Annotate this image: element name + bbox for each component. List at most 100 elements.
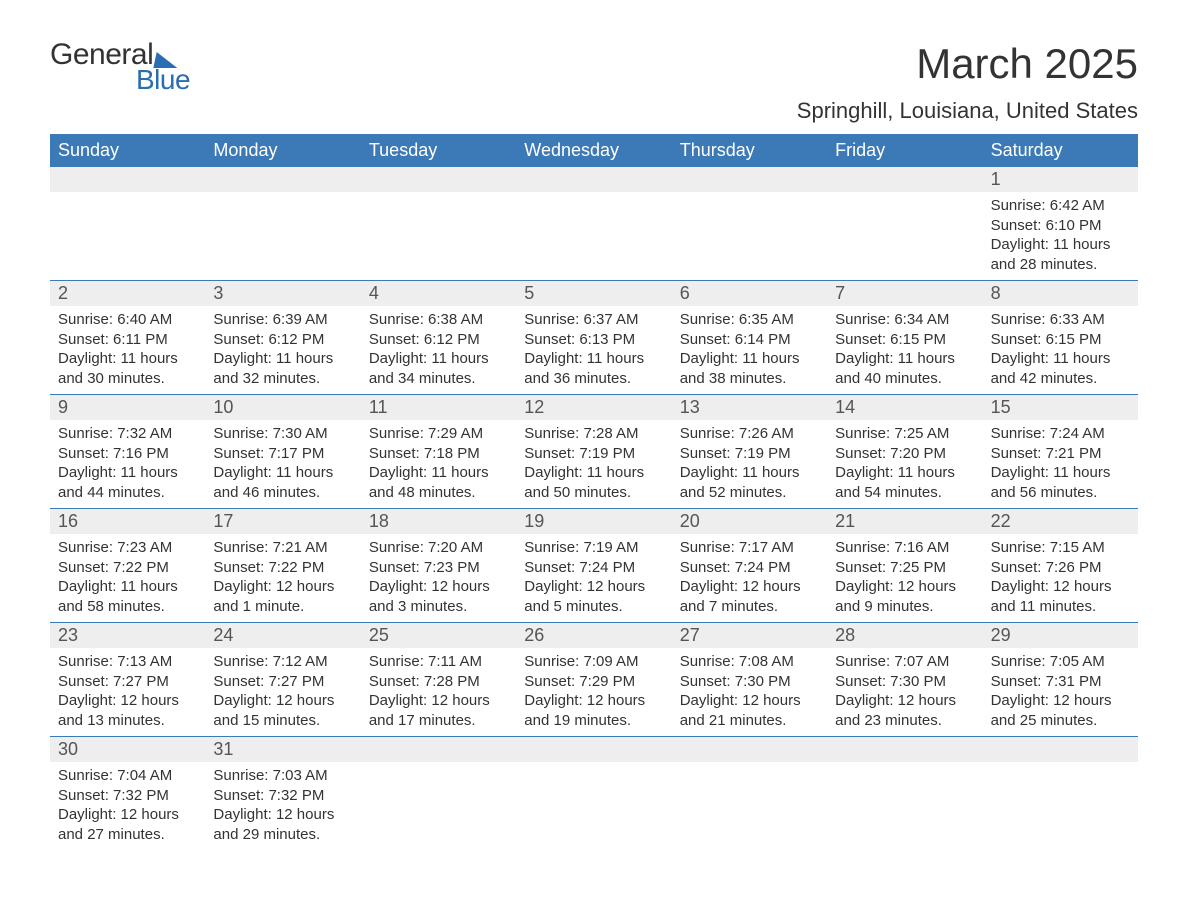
day-cell: Sunrise: 6:37 AMSunset: 6:13 PMDaylight:…: [516, 306, 671, 394]
sunrise-line: Sunrise: 7:32 AM: [58, 424, 197, 444]
day-cell: [516, 762, 671, 850]
sunset-line: Sunset: 6:13 PM: [524, 330, 663, 350]
day-cell: Sunrise: 7:20 AMSunset: 7:23 PMDaylight:…: [361, 534, 516, 622]
day-cell: Sunrise: 7:17 AMSunset: 7:24 PMDaylight:…: [672, 534, 827, 622]
sunset-line: Sunset: 7:19 PM: [680, 444, 819, 464]
daylight-line: Daylight: 11 hours and 52 minutes.: [680, 463, 819, 502]
day-header: Wednesday: [516, 134, 671, 167]
day-number: 17: [205, 509, 360, 534]
sunset-line: Sunset: 7:21 PM: [991, 444, 1130, 464]
daylight-line: Daylight: 11 hours and 54 minutes.: [835, 463, 974, 502]
sunrise-line: Sunrise: 6:39 AM: [213, 310, 352, 330]
sunset-line: Sunset: 6:11 PM: [58, 330, 197, 350]
daylight-line: Daylight: 11 hours and 36 minutes.: [524, 349, 663, 388]
week-row: 16171819202122Sunrise: 7:23 AMSunset: 7:…: [50, 509, 1138, 623]
day-number: 3: [205, 281, 360, 306]
daylight-line: Daylight: 11 hours and 28 minutes.: [991, 235, 1130, 274]
day-cell: Sunrise: 7:23 AMSunset: 7:22 PMDaylight:…: [50, 534, 205, 622]
day-header: Saturday: [983, 134, 1138, 167]
day-cell: Sunrise: 6:39 AMSunset: 6:12 PMDaylight:…: [205, 306, 360, 394]
day-header: Thursday: [672, 134, 827, 167]
day-number: [516, 167, 671, 192]
sunrise-line: Sunrise: 7:28 AM: [524, 424, 663, 444]
day-cell: Sunrise: 6:34 AMSunset: 6:15 PMDaylight:…: [827, 306, 982, 394]
day-cell: [672, 762, 827, 850]
week-row: 1Sunrise: 6:42 AMSunset: 6:10 PMDaylight…: [50, 167, 1138, 281]
day-headers-row: SundayMondayTuesdayWednesdayThursdayFrid…: [50, 134, 1138, 167]
day-cell: Sunrise: 7:30 AMSunset: 7:17 PMDaylight:…: [205, 420, 360, 508]
day-number: 23: [50, 623, 205, 648]
sunset-line: Sunset: 7:18 PM: [369, 444, 508, 464]
day-number: [361, 167, 516, 192]
day-number: 22: [983, 509, 1138, 534]
sunrise-line: Sunrise: 6:42 AM: [991, 196, 1130, 216]
day-cell: Sunrise: 7:08 AMSunset: 7:30 PMDaylight:…: [672, 648, 827, 736]
day-cell: Sunrise: 7:28 AMSunset: 7:19 PMDaylight:…: [516, 420, 671, 508]
daylight-line: Daylight: 11 hours and 34 minutes.: [369, 349, 508, 388]
sunrise-line: Sunrise: 7:09 AM: [524, 652, 663, 672]
day-number: 28: [827, 623, 982, 648]
day-number: 29: [983, 623, 1138, 648]
daylight-line: Daylight: 12 hours and 11 minutes.: [991, 577, 1130, 616]
daylight-line: Daylight: 12 hours and 1 minute.: [213, 577, 352, 616]
daylight-line: Daylight: 12 hours and 25 minutes.: [991, 691, 1130, 730]
sunset-line: Sunset: 7:31 PM: [991, 672, 1130, 692]
daylight-line: Daylight: 11 hours and 56 minutes.: [991, 463, 1130, 502]
daylight-line: Daylight: 12 hours and 5 minutes.: [524, 577, 663, 616]
day-cell: Sunrise: 7:13 AMSunset: 7:27 PMDaylight:…: [50, 648, 205, 736]
day-cell: Sunrise: 7:26 AMSunset: 7:19 PMDaylight:…: [672, 420, 827, 508]
sunset-line: Sunset: 7:16 PM: [58, 444, 197, 464]
sunset-line: Sunset: 7:26 PM: [991, 558, 1130, 578]
day-number: 7: [827, 281, 982, 306]
sunset-line: Sunset: 7:29 PM: [524, 672, 663, 692]
page-header: General Blue March 2025 Springhill, Loui…: [50, 40, 1138, 124]
day-header: Sunday: [50, 134, 205, 167]
day-cell: [361, 192, 516, 280]
sunset-line: Sunset: 7:32 PM: [213, 786, 352, 806]
day-number: 14: [827, 395, 982, 420]
sunset-line: Sunset: 7:27 PM: [58, 672, 197, 692]
sunset-line: Sunset: 7:24 PM: [524, 558, 663, 578]
week-row: 3031Sunrise: 7:04 AMSunset: 7:32 PMDayli…: [50, 737, 1138, 850]
day-header: Monday: [205, 134, 360, 167]
sunset-line: Sunset: 7:28 PM: [369, 672, 508, 692]
sunset-line: Sunset: 6:12 PM: [369, 330, 508, 350]
sunrise-line: Sunrise: 7:30 AM: [213, 424, 352, 444]
sunset-line: Sunset: 7:24 PM: [680, 558, 819, 578]
title-block: March 2025 Springhill, Louisiana, United…: [797, 40, 1138, 124]
sunset-line: Sunset: 7:27 PM: [213, 672, 352, 692]
day-cell: [672, 192, 827, 280]
sunrise-line: Sunrise: 7:12 AM: [213, 652, 352, 672]
day-cell: Sunrise: 6:42 AMSunset: 6:10 PMDaylight:…: [983, 192, 1138, 280]
daylight-line: Daylight: 12 hours and 29 minutes.: [213, 805, 352, 844]
day-number: [827, 737, 982, 762]
day-cell: [827, 762, 982, 850]
day-cell: [827, 192, 982, 280]
daylight-line: Daylight: 11 hours and 50 minutes.: [524, 463, 663, 502]
day-cell: Sunrise: 7:12 AMSunset: 7:27 PMDaylight:…: [205, 648, 360, 736]
day-number: [983, 737, 1138, 762]
day-cell: Sunrise: 6:38 AMSunset: 6:12 PMDaylight:…: [361, 306, 516, 394]
day-number: 19: [516, 509, 671, 534]
sunrise-line: Sunrise: 6:35 AM: [680, 310, 819, 330]
sunset-line: Sunset: 7:20 PM: [835, 444, 974, 464]
day-number: 24: [205, 623, 360, 648]
sunrise-line: Sunrise: 7:03 AM: [213, 766, 352, 786]
daylight-line: Daylight: 11 hours and 32 minutes.: [213, 349, 352, 388]
daylight-line: Daylight: 11 hours and 58 minutes.: [58, 577, 197, 616]
sunset-line: Sunset: 7:22 PM: [58, 558, 197, 578]
day-cell: Sunrise: 7:03 AMSunset: 7:32 PMDaylight:…: [205, 762, 360, 850]
day-number: 30: [50, 737, 205, 762]
sunrise-line: Sunrise: 6:37 AM: [524, 310, 663, 330]
day-cell: Sunrise: 7:25 AMSunset: 7:20 PMDaylight:…: [827, 420, 982, 508]
daylight-line: Daylight: 11 hours and 30 minutes.: [58, 349, 197, 388]
daylight-line: Daylight: 12 hours and 19 minutes.: [524, 691, 663, 730]
location-subtitle: Springhill, Louisiana, United States: [797, 98, 1138, 124]
day-number: 20: [672, 509, 827, 534]
day-number: 2: [50, 281, 205, 306]
sunrise-line: Sunrise: 7:07 AM: [835, 652, 974, 672]
sunset-line: Sunset: 7:32 PM: [58, 786, 197, 806]
daylight-line: Daylight: 11 hours and 46 minutes.: [213, 463, 352, 502]
day-cell: Sunrise: 7:11 AMSunset: 7:28 PMDaylight:…: [361, 648, 516, 736]
day-number: 9: [50, 395, 205, 420]
